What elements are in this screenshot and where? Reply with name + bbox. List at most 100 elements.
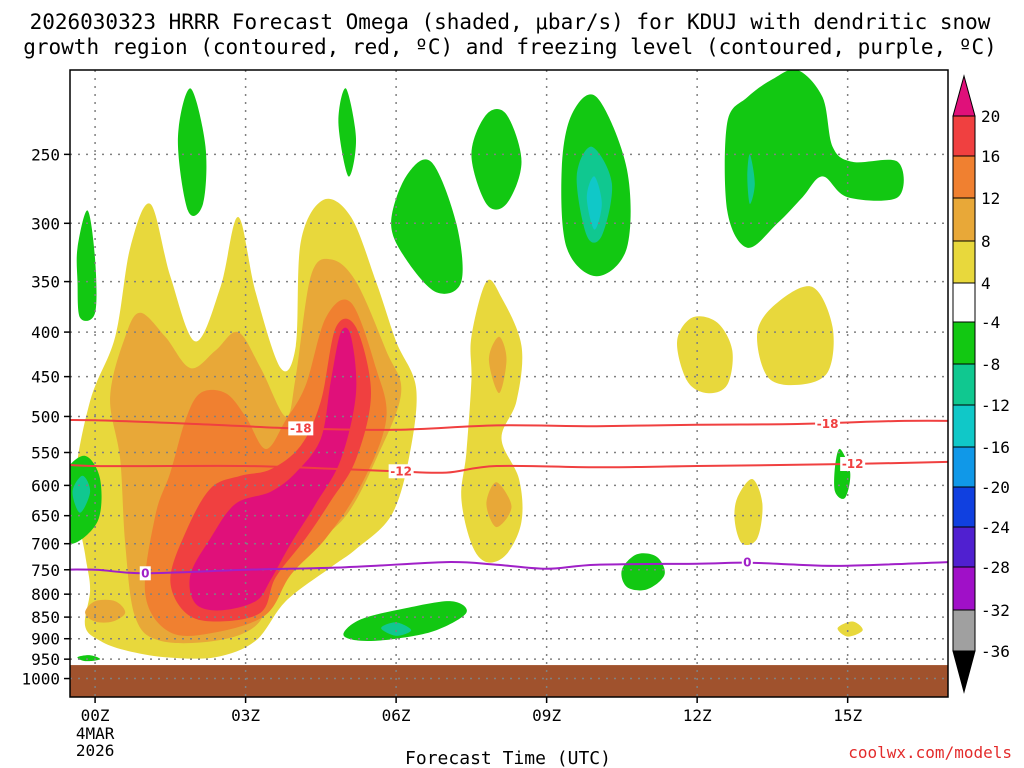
y-tick-label-250: 250 <box>31 145 60 164</box>
x-tick-label-09Z: 09Z <box>532 706 561 725</box>
contour-label-bg-dgz-minus18-0 <box>288 421 314 436</box>
y-tick-label-500: 500 <box>31 407 60 426</box>
colorbar-bin-5 <box>952 282 976 323</box>
omega-region-upward-08z-tower-core <box>488 336 507 394</box>
colorbar-bin-2 <box>952 155 976 199</box>
contour-label-bg-freezing-0-0 <box>139 566 151 581</box>
y-tick-label-350: 350 <box>31 273 60 292</box>
contour-label-bg-dgz-minus12-0 <box>388 464 414 479</box>
colorbar-label-3: 8 <box>981 232 991 251</box>
colorbar-label-5: -4 <box>981 313 1000 332</box>
y-tick-label-550: 550 <box>31 444 60 463</box>
contour-label-dgz-minus18-1: -18 <box>817 417 839 431</box>
colorbar-cap-bottom <box>952 650 976 694</box>
colorbar-bin-9 <box>952 446 976 488</box>
grid <box>70 70 948 697</box>
colorbar-label-6: -8 <box>981 355 1000 374</box>
omega-region-upward-13z-cell <box>734 478 763 546</box>
colorbar-bin-3 <box>952 197 976 242</box>
contour-dgz-minus12 <box>70 460 948 474</box>
contour-label-freezing-0-0: 0 <box>141 566 149 580</box>
colorbar-label-12: -32 <box>981 601 1010 620</box>
y-tick-label-1000: 1000 <box>21 670 60 689</box>
omega-region-downward-0430z-upper <box>391 159 463 294</box>
contour-lines: -18 -18 -12 -12 0 0 <box>70 416 948 581</box>
title-line-1: 2026030323 HRRR Forecast Omega (shaded, … <box>30 10 991 34</box>
axes: 250 300 350 400 450 500 550 600 650 700 750 800 850 9… <box>21 145 862 760</box>
title-line-2: growth region (contoured, red, ºC) and f… <box>23 35 997 59</box>
omega-region-downward-14z-upper-core <box>747 154 755 204</box>
contour-label-freezing-0-1: 0 <box>743 556 751 570</box>
omega-region-downward-02z-cell <box>177 88 207 216</box>
y-tick-label-900: 900 <box>31 630 60 649</box>
omega-region-downward-00z-column <box>76 210 97 321</box>
contour-freezing-0 <box>70 561 948 575</box>
ground-fill <box>70 665 948 697</box>
omega-region-downward-11z-cell <box>621 553 665 591</box>
colorbar-bin-7 <box>952 363 976 406</box>
omega-region-downward-08z-upper <box>471 109 522 210</box>
colorbar-label-7: -12 <box>981 396 1010 415</box>
colorbar-bin-8 <box>952 404 976 448</box>
y-tick-label-600: 600 <box>31 476 60 495</box>
colorbar-label-8: -16 <box>981 438 1010 457</box>
contour-label-dgz-minus18-0: -18 <box>290 421 312 435</box>
contour-label-bg-dgz-minus12-1 <box>840 457 866 472</box>
contour-label-bg-dgz-minus18-1 <box>815 416 841 431</box>
omega-region-upward-14z-cell <box>756 286 834 386</box>
colorbar-label-4: 4 <box>981 274 991 293</box>
omega-region-downward-00z-low-core <box>72 475 91 513</box>
colorbar-bin-4 <box>952 240 976 284</box>
omega-region-downward-14z-upper <box>724 70 904 248</box>
plot-border <box>69 69 949 698</box>
colorbar-cap-top <box>952 74 976 117</box>
colorbar: 20 16 12 8 4 -4 -8 -12 -16 -20 -24 -28 -32 -36 <box>952 74 1010 694</box>
colorbar-label-9: -20 <box>981 478 1010 497</box>
colorbar-label-0: 20 <box>981 107 1000 126</box>
colorbar-bin-11 <box>952 526 976 568</box>
x-date-line-1: 2026 <box>76 741 115 760</box>
x-tick-label-06Z: 06Z <box>382 706 411 725</box>
x-tick-label-15Z: 15Z <box>833 706 862 725</box>
y-tick-label-700: 700 <box>31 535 60 554</box>
colorbar-label-1: 16 <box>981 147 1000 166</box>
y-tick-label-450: 450 <box>31 368 60 387</box>
colorbar-label-10: -24 <box>981 518 1010 537</box>
colorbar-bin-10 <box>952 486 976 528</box>
omega-shading <box>70 70 904 662</box>
y-tick-label-300: 300 <box>31 214 60 233</box>
x-tick-label-03Z: 03Z <box>231 706 260 725</box>
contour-label-dgz-minus12-1: -12 <box>842 457 864 471</box>
colorbar-label-2: 12 <box>981 189 1000 208</box>
credit-link[interactable]: coolwx.com/models <box>848 743 1012 762</box>
chart-title: 2026030323 HRRR Forecast Omega (shaded, … <box>23 10 997 59</box>
omega-region-upward-08z-tower <box>461 279 523 563</box>
x-tick-label-12Z: 12Z <box>683 706 712 725</box>
colorbar-label-13: -36 <box>981 642 1010 661</box>
colorbar-bin-13 <box>952 609 976 652</box>
y-tick-label-950: 950 <box>31 650 60 669</box>
y-tick-label-400: 400 <box>31 323 60 342</box>
x-axis-label: Forecast Time (UTC) <box>405 748 611 768</box>
omega-region-upward-08z-tower-lower-core <box>486 482 512 528</box>
omega-region-upward-15z-blip <box>837 621 863 637</box>
omega-region-downward-10z-upper-center <box>586 176 602 230</box>
omega-region-upward-motion-plume-level-20 <box>189 327 357 611</box>
contour-label-bg-freezing-0-1 <box>741 555 753 570</box>
x-date-line-0: 4MAR <box>76 724 115 743</box>
colorbar-label-11: -28 <box>981 558 1010 577</box>
omega-region-upward-12z-cell <box>677 316 733 394</box>
colorbar-bin-6 <box>952 321 976 365</box>
omega-region-downward-05z-low <box>343 601 467 642</box>
omega-region-downward-05z-low-core <box>381 622 412 636</box>
plot-content: -18 -18 -12 -12 0 0 <box>70 70 948 697</box>
contour-label-dgz-minus12-0: -12 <box>390 464 412 478</box>
y-tick-label-750: 750 <box>31 561 60 580</box>
colorbar-bin-1 <box>952 115 976 157</box>
y-tick-label-850: 850 <box>31 608 60 627</box>
y-tick-label-800: 800 <box>31 585 60 604</box>
y-tick-label-650: 650 <box>31 507 60 526</box>
x-tick-label-00Z: 00Z <box>81 706 110 725</box>
plot-area: -18 -18 -12 -12 0 0 <box>69 69 949 698</box>
